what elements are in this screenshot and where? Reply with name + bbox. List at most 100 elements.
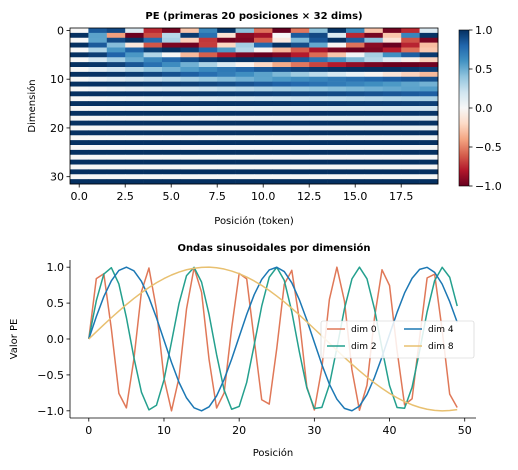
- heatmap-cell: [198, 96, 218, 102]
- heatmap-cell: [162, 42, 181, 48]
- heatmap-cell: [235, 106, 255, 112]
- heatmap-x-ticks: 0.0 2.5 5.0 7.5 10.0 12.5 15.0 17.5: [70, 184, 413, 203]
- heatmap-cell: [327, 169, 347, 175]
- legend-label: dim 0: [351, 325, 377, 335]
- heatmap-cell: [327, 32, 347, 39]
- heatmap-cell: [382, 47, 402, 53]
- heatmap-cell: [106, 149, 126, 156]
- heatmap-cell: [290, 62, 310, 68]
- heatmap-cell: [364, 71, 384, 78]
- heatmap-cell: [125, 130, 144, 136]
- heatmap-cell: [419, 140, 439, 146]
- heatmap-cell: [217, 145, 236, 151]
- heatmap-cell: [88, 52, 108, 58]
- heatmap-cell: [180, 149, 200, 156]
- heatmap-cell: [125, 32, 144, 39]
- heatmap-cell: [364, 140, 384, 146]
- heatmap-cell: [88, 47, 108, 53]
- heatmap-cell: [327, 145, 347, 151]
- heatmap-cell: [382, 42, 402, 48]
- heatmap-cell: [419, 37, 439, 43]
- heatmap-cell: [272, 91, 292, 97]
- heatmap-cell: [162, 159, 181, 165]
- heatmap-cell: [419, 145, 439, 151]
- heatmap-cell: [235, 154, 255, 160]
- heatmap-cell: [88, 32, 108, 39]
- heatmap-cell: [70, 28, 89, 34]
- heatmap-cell: [290, 120, 310, 126]
- heatmap-cell: [401, 28, 420, 34]
- heatmap-cell: [290, 91, 310, 97]
- heatmap-cell: [70, 169, 89, 175]
- heatmap-cell: [88, 37, 108, 43]
- heatmap-cell: [143, 71, 163, 78]
- heatmap-cell: [88, 159, 108, 165]
- heatmap-cell: [198, 101, 218, 107]
- heatmap-cell: [143, 106, 163, 112]
- heatmap-cell: [70, 91, 89, 97]
- heatmap-cell: [143, 145, 163, 151]
- heatmap-cell: [272, 37, 292, 43]
- heatmap-cell: [180, 96, 200, 102]
- heatmap-cell: [235, 174, 255, 180]
- heatmap-cell: [106, 81, 126, 87]
- heatmap-cell: [327, 42, 347, 48]
- heatmap-cell: [254, 57, 273, 63]
- heatmap-cell: [327, 174, 347, 180]
- heatmap-cell: [419, 179, 439, 185]
- heatmap-cell: [346, 110, 365, 117]
- heatmap-cell: [125, 110, 144, 117]
- heatmap-cell: [290, 169, 310, 175]
- heatmap-cell: [198, 164, 218, 170]
- heatmap-cell: [346, 91, 365, 97]
- heatmap-cell: [364, 32, 384, 39]
- heatmap-cell: [88, 42, 108, 48]
- heatmap-cell: [88, 164, 108, 170]
- heatmap-cell: [198, 125, 218, 131]
- heatmap-cell: [309, 32, 328, 39]
- heatmap-cell: [162, 169, 181, 175]
- heatmap-cell: [272, 120, 292, 126]
- heatmap-cell: [346, 154, 365, 160]
- colorbar-tick-label: −1.0: [475, 180, 502, 193]
- heatmap-cell: [272, 140, 292, 146]
- heatmap-cell: [143, 32, 163, 39]
- heatmap-y-tick-label: 0: [57, 24, 64, 37]
- heatmap-cell: [309, 42, 328, 48]
- heatmap-cell: [382, 135, 402, 141]
- heatmap-cell: [327, 52, 347, 58]
- heatmap-cell: [235, 91, 255, 97]
- heatmap-cell: [419, 110, 439, 117]
- heatmap-cell: [162, 37, 181, 43]
- heatmap-cell: [364, 76, 384, 82]
- heatmap-cell: [382, 174, 402, 180]
- heatmap-cell: [70, 159, 89, 165]
- heatmap-cell: [364, 154, 384, 160]
- heatmap-cell: [125, 145, 144, 151]
- heatmap-cell: [401, 125, 420, 131]
- heatmap-cell: [401, 91, 420, 97]
- heatmap-cell: [88, 67, 108, 73]
- heatmap-cell: [290, 135, 310, 141]
- heatmap-cell: [70, 57, 89, 63]
- heatmap-cell: [88, 106, 108, 112]
- heatmap-cell: [235, 164, 255, 170]
- heatmap-cell: [272, 52, 292, 58]
- heatmap-cell: [217, 32, 236, 39]
- heatmap-cell: [143, 140, 163, 146]
- heatmap-x-tick-label: 5.0: [162, 190, 180, 203]
- heatmap-cell: [125, 71, 144, 78]
- heatmap-cell: [309, 135, 328, 141]
- heatmap-cell: [235, 32, 255, 39]
- heatmap-cell: [180, 37, 200, 43]
- heatmap-cell: [290, 96, 310, 102]
- heatmap-cell: [125, 140, 144, 146]
- heatmap-cell: [346, 76, 365, 82]
- heatmap-cell: [309, 81, 328, 87]
- heatmap-cell: [180, 164, 200, 170]
- heatmap-cell: [217, 81, 236, 87]
- heatmap-cell: [217, 86, 236, 92]
- heatmap-cell: [309, 145, 328, 151]
- heatmap-cell: [143, 149, 163, 156]
- heatmap-cell: [70, 37, 89, 43]
